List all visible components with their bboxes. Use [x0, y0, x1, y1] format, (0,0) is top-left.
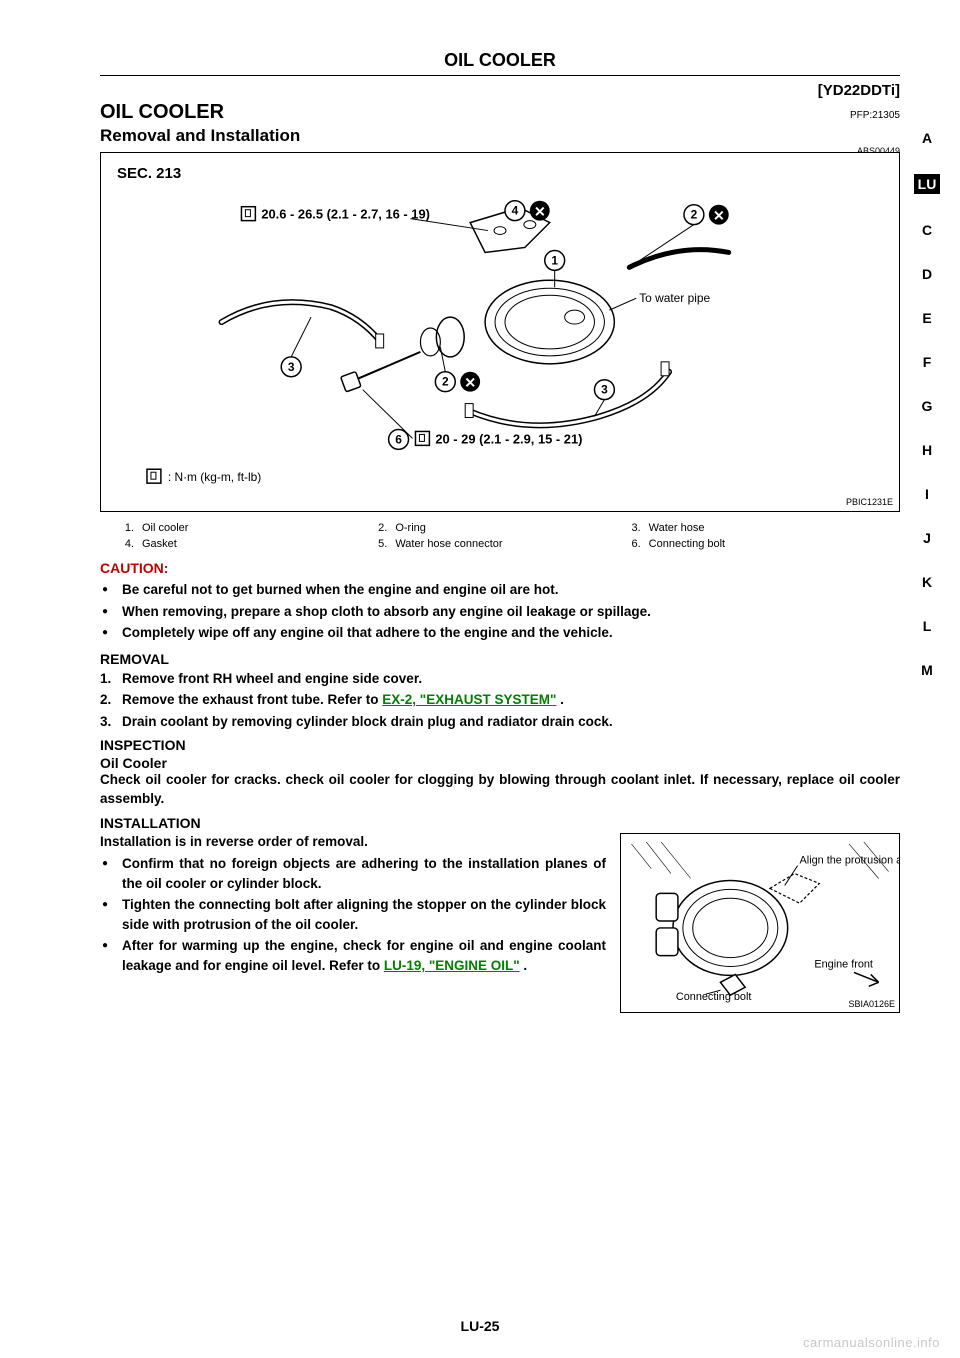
- section-tabs: A LU C D E F G H I J K L M: [912, 130, 942, 706]
- removal-step: Remove front RH wheel and engine side co…: [100, 669, 900, 689]
- installation-figure: Align the protrusion and the stopper. En…: [620, 833, 900, 1013]
- page-title: OIL COOLER: [100, 50, 900, 71]
- section-title: OIL COOLER: [100, 101, 224, 124]
- part-num: 2.: [373, 522, 387, 534]
- svg-text:20 - 29 (2.1 - 2.9, 15 - 21): 20 - 29 (2.1 - 2.9, 15 - 21): [435, 431, 582, 446]
- svg-text:Align the protrusion and the s: Align the protrusion and the stopper.: [800, 855, 899, 867]
- subsection-title: Removal and Installation: [100, 126, 900, 146]
- parts-table: 1. Oil cooler 2. O-ring 3. Water hose 4. Gas…: [100, 522, 900, 550]
- tab-g[interactable]: G: [912, 398, 942, 414]
- installation-item: After for warming up the engine, check f…: [100, 936, 606, 975]
- exploded-diagram: SEC. 213: [100, 152, 900, 512]
- inspection-sub: Oil Cooler: [100, 755, 900, 771]
- header-rule: [100, 75, 900, 76]
- page-number: LU-25: [0, 1318, 960, 1334]
- svg-text:Connecting bolt: Connecting bolt: [676, 991, 751, 1003]
- section-row: OIL COOLER PFP:21305: [100, 101, 900, 124]
- caution-item: Completely wipe off any engine oil that …: [100, 623, 900, 643]
- installation-lead: Installation is in reverse order of remo…: [100, 833, 606, 852]
- part-label: O-ring: [395, 522, 426, 534]
- part-label: Gasket: [142, 538, 177, 550]
- tab-i[interactable]: I: [912, 486, 942, 502]
- part-num: 6.: [627, 538, 641, 550]
- tab-j[interactable]: J: [912, 530, 942, 546]
- part-num: 5.: [373, 538, 387, 550]
- part-num: 4.: [120, 538, 134, 550]
- tab-d[interactable]: D: [912, 266, 942, 282]
- removal-step: Drain coolant by removing cylinder block…: [100, 712, 900, 732]
- part-num: 3.: [627, 522, 641, 534]
- caution-item: When removing, prepare a shop cloth to a…: [100, 602, 900, 622]
- installation-item: Tighten the connecting bolt after aligni…: [100, 895, 606, 934]
- part-label: Water hose connector: [395, 538, 502, 550]
- svg-text:1: 1: [551, 253, 558, 267]
- svg-text:4: 4: [512, 204, 519, 218]
- part-label: Connecting bolt: [649, 538, 725, 550]
- svg-text:3: 3: [288, 360, 295, 374]
- tab-a[interactable]: A: [912, 130, 942, 146]
- pfp-code: PFP:21305: [850, 110, 900, 121]
- svg-text:: N·m (kg-m, ft-lb): : N·m (kg-m, ft-lb): [168, 470, 261, 484]
- installation-heading: INSTALLATION: [100, 815, 900, 831]
- diagram-code: PBIC1231E: [846, 497, 893, 507]
- watermark: carmanualsonline.info: [803, 1335, 940, 1350]
- part-label: Oil cooler: [142, 522, 188, 534]
- svg-text:To water pipe: To water pipe: [639, 291, 710, 305]
- caution-label: CAUTION:: [100, 560, 900, 576]
- page: OIL COOLER [YD22DDTi] OIL COOLER PFP:213…: [0, 0, 960, 1043]
- tab-lu[interactable]: LU: [914, 174, 941, 194]
- diagram-svg: 20.6 - 26.5 (2.1 - 2.7, 16 - 19) 20 - 29…: [101, 153, 899, 511]
- tab-f[interactable]: F: [912, 354, 942, 370]
- exhaust-link[interactable]: EX-2, "EXHAUST SYSTEM": [382, 692, 556, 707]
- caution-item: Be careful not to get burned when the en…: [100, 580, 900, 600]
- part-label: Water hose: [649, 522, 705, 534]
- tab-k[interactable]: K: [912, 574, 942, 590]
- tab-e[interactable]: E: [912, 310, 942, 326]
- svg-text:6: 6: [395, 432, 402, 446]
- inspection-body: Check oil cooler for cracks. check oil c…: [100, 771, 900, 809]
- caution-list: Be careful not to get burned when the en…: [100, 580, 900, 643]
- tab-h[interactable]: H: [912, 442, 942, 458]
- svg-text:✕: ✕: [534, 204, 546, 220]
- inspection-heading: INSPECTION: [100, 737, 900, 753]
- installation-section: Installation is in reverse order of remo…: [100, 833, 900, 1013]
- svg-text:20.6 - 26.5 (2.1 - 2.7, 16 - 1: 20.6 - 26.5 (2.1 - 2.7, 16 - 19): [261, 207, 430, 222]
- svg-text:✕: ✕: [713, 208, 725, 224]
- removal-heading: REMOVAL: [100, 651, 900, 667]
- svg-text:2: 2: [442, 375, 449, 389]
- tab-m[interactable]: M: [912, 662, 942, 678]
- model-tag: [YD22DDTi]: [100, 82, 900, 99]
- svg-text:✕: ✕: [464, 375, 476, 391]
- tab-l[interactable]: L: [912, 618, 942, 634]
- part-num: 1.: [120, 522, 134, 534]
- svg-text:3: 3: [601, 383, 608, 397]
- engine-oil-link[interactable]: LU-19, "ENGINE OIL": [384, 958, 520, 973]
- installation-item: Confirm that no foreign objects are adhe…: [100, 854, 606, 893]
- removal-steps: Remove front RH wheel and engine side co…: [100, 669, 900, 732]
- installation-list: Confirm that no foreign objects are adhe…: [100, 854, 606, 975]
- svg-text:2: 2: [691, 208, 698, 222]
- figure-code: SBIA0126E: [848, 999, 895, 1009]
- svg-text:Engine front: Engine front: [814, 959, 873, 971]
- removal-step: Remove the exhaust front tube. Refer to …: [100, 690, 900, 710]
- tab-c[interactable]: C: [912, 222, 942, 238]
